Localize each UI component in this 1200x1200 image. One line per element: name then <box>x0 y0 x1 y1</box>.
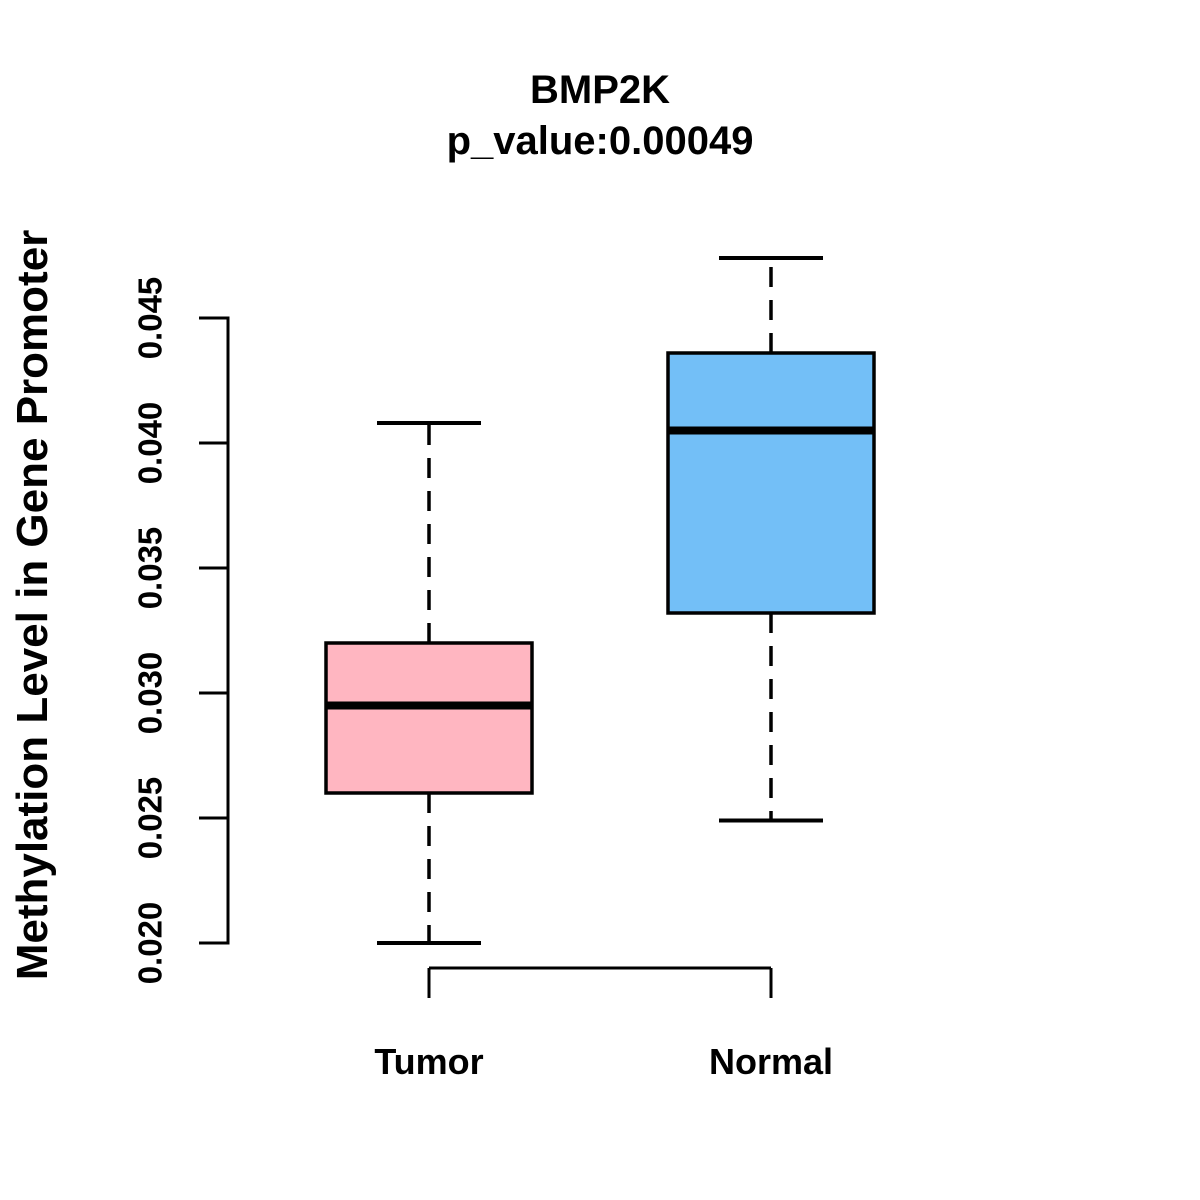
y-tick-label: 0.045 <box>131 276 169 360</box>
y-tick-label: 0.040 <box>131 401 169 485</box>
x-group-label-normal: Normal <box>708 1041 834 1082</box>
iqr-box-tumor <box>324 641 534 795</box>
iqr-box-normal <box>666 351 876 615</box>
y-tick-label: 0.035 <box>131 526 169 610</box>
chart-title: BMP2K <box>529 68 671 112</box>
y-axis-label: Methylation Level in Gene Promoter <box>8 229 57 981</box>
x-group-label-tumor: Tumor <box>374 1041 484 1082</box>
chart-subtitle: p_value:0.00049 <box>446 119 754 163</box>
y-tick-label: 0.030 <box>131 651 169 735</box>
y-tick-label: 0.025 <box>131 776 169 860</box>
y-tick-label: 0.020 <box>131 901 169 985</box>
